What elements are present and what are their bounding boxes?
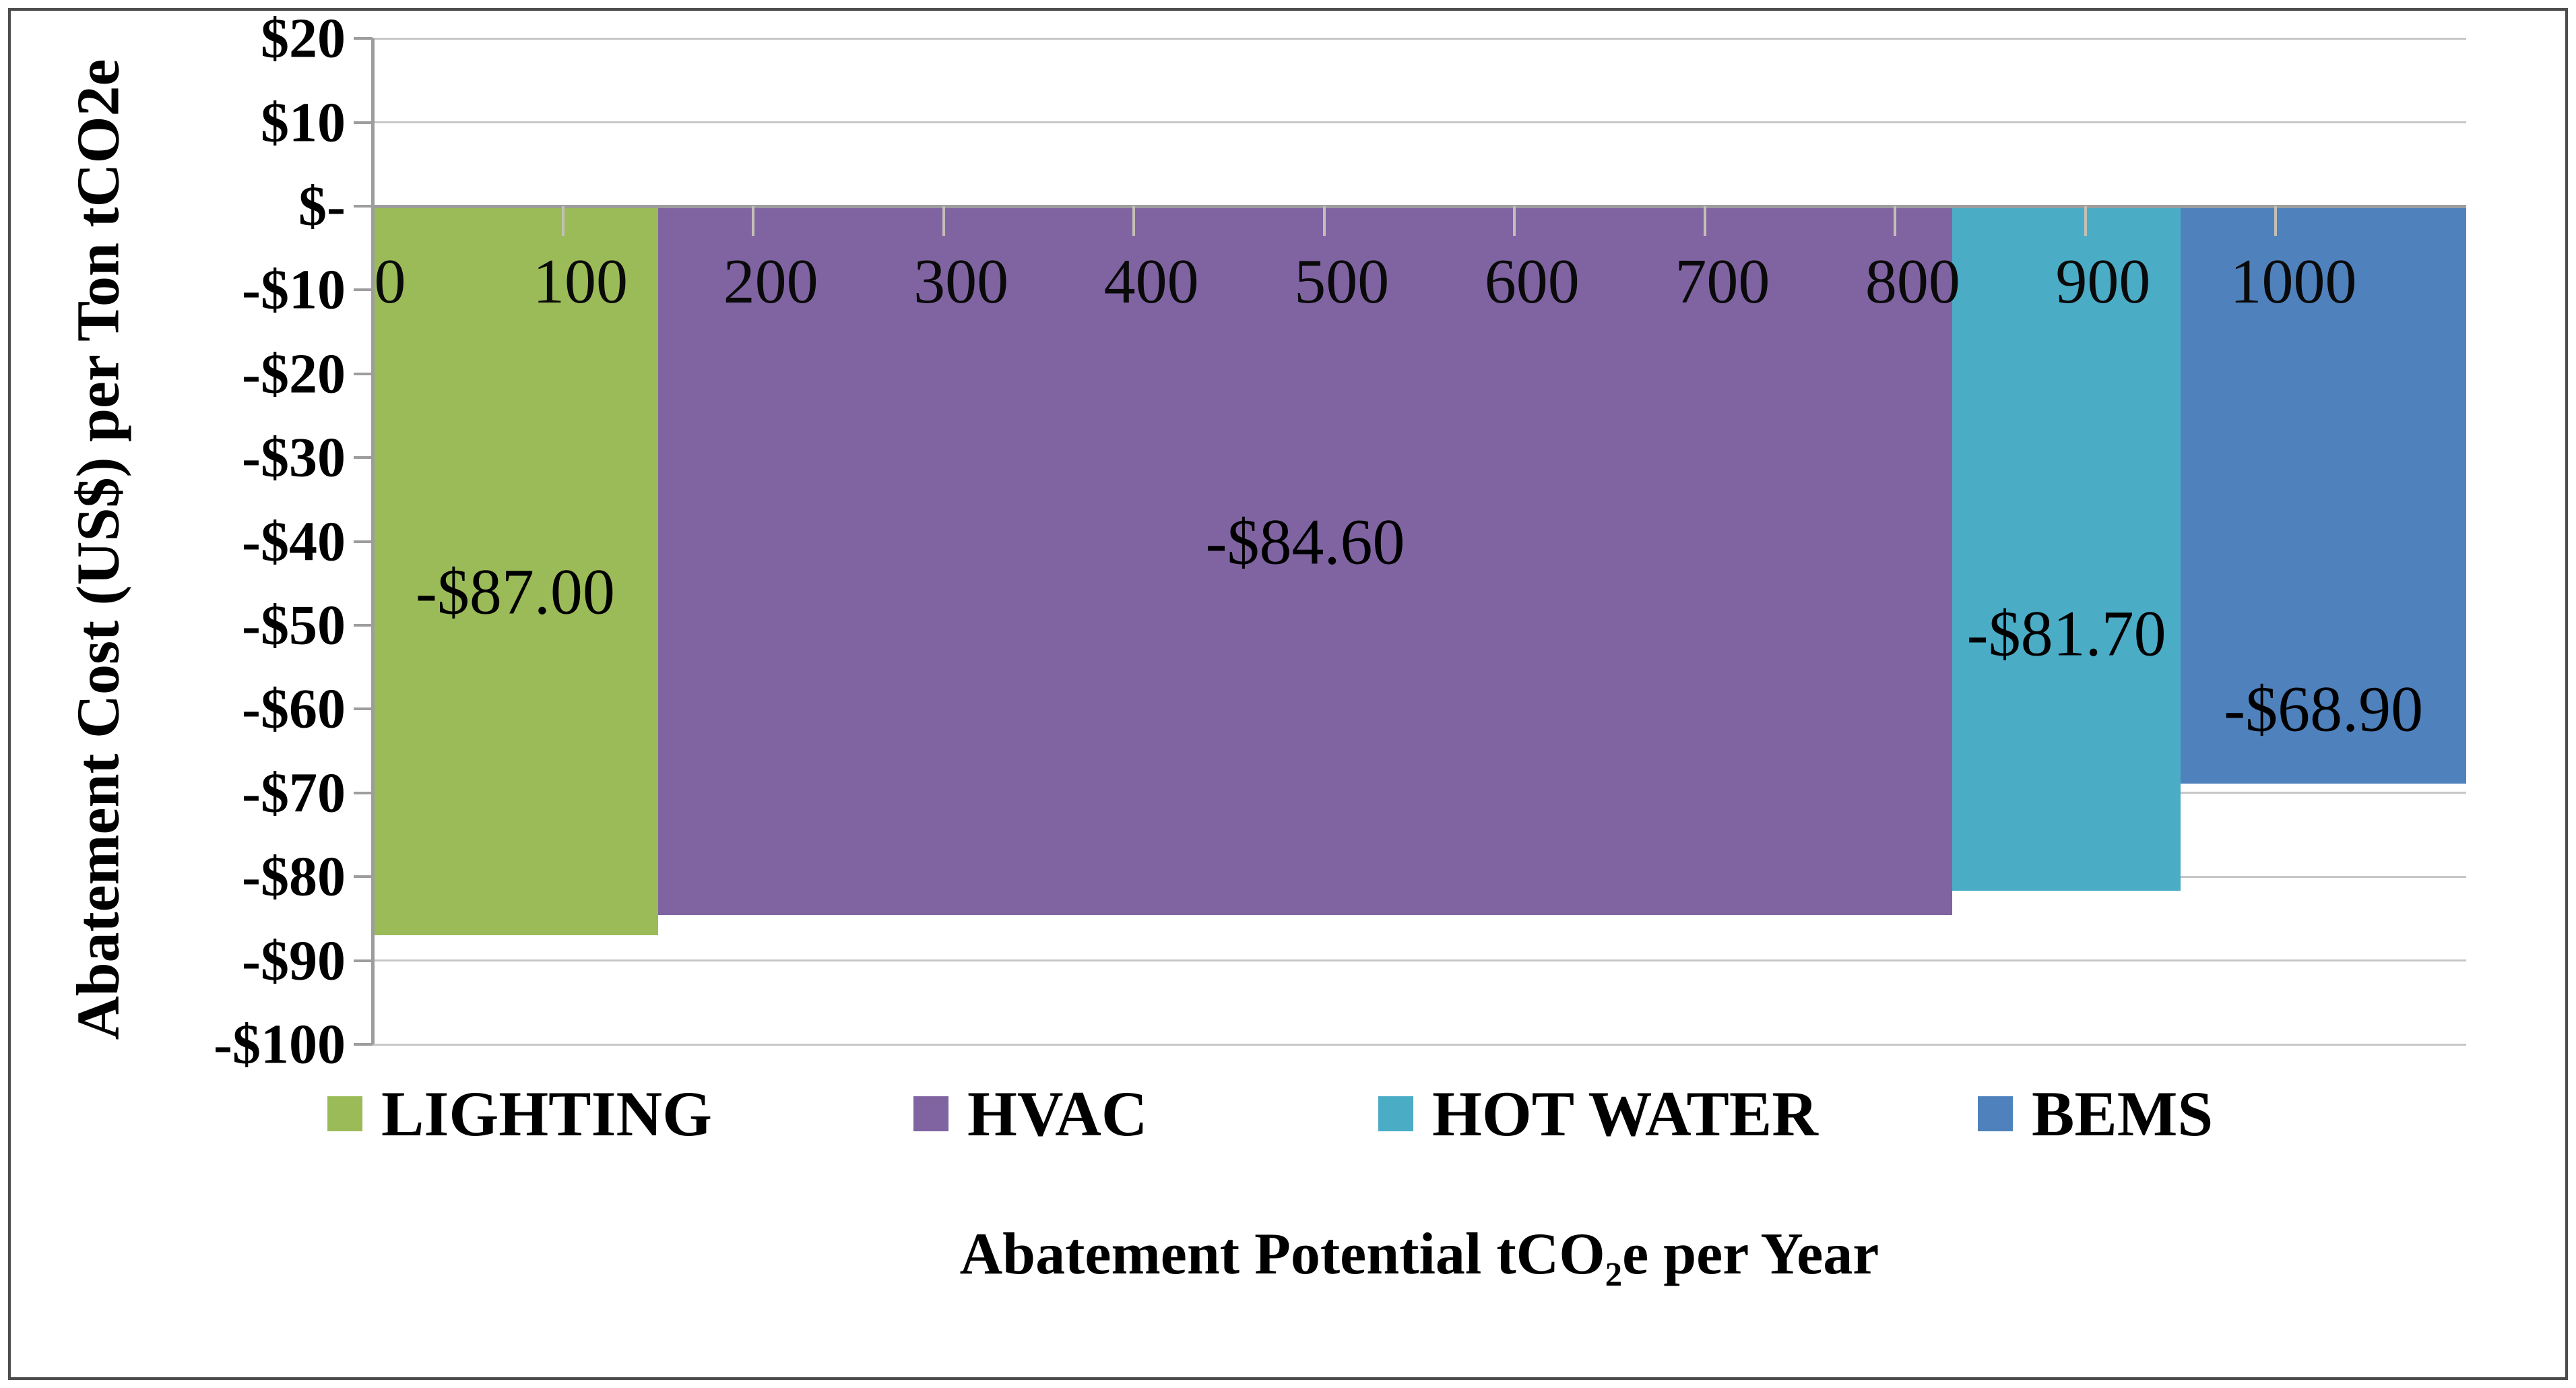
x-axis-tick-600 [1513,206,1516,236]
y-axis-tick--70 [354,791,373,794]
legend-item-hot-water[interactable]: HOT WATER [1378,1077,1818,1151]
y-axis-title: Abatement Cost (US$) per Ton tCO2e [65,59,132,1040]
y-axis-tick--50 [354,624,373,627]
y-axis-tick--10 [354,288,373,292]
x-axis-zero-line [373,204,2466,208]
x-tick-label-500: 500 [1294,247,1390,317]
bar-bems[interactable] [2181,206,2466,784]
bar-lighting[interactable] [373,206,658,936]
y-tick-label--70: -$70 [242,761,346,825]
gridline-y-20 [373,37,2466,40]
legend-label-hot-water: HOT WATER [1432,1078,1818,1149]
x-axis-tick-800 [1894,206,1897,236]
gridline-y--90 [373,959,2466,962]
y-axis-line [371,38,375,1044]
y-tick-label--50: -$50 [242,594,346,657]
x-axis-tick-200 [752,206,755,236]
data-label-lighting: -$87.00 [415,555,615,628]
y-axis-tick--20 [354,372,373,375]
y-axis-tick--90 [354,959,373,962]
x-tick-label-300: 300 [913,247,1009,317]
x-axis-title-sub: 2 [1605,1256,1623,1294]
x-tick-label-1000: 1000 [2230,247,2357,317]
y-axis-title-wrap: Abatement Cost (US$) per Ton tCO2e [38,46,159,1052]
x-axis-tick-100 [561,206,565,236]
x-axis-tick-500 [1322,206,1326,236]
legend-label-lighting: LIGHTING [381,1078,712,1149]
chart-frame: Abatement Cost (US$) per Ton tCO2e Abate… [8,7,2568,1380]
legend-item-bems[interactable]: BEMS [1978,1077,2213,1151]
x-axis-title-pre: Abatement Potential tCO [959,1222,1605,1287]
y-tick-label--90: -$90 [242,929,346,992]
y-axis-tick--60 [354,707,373,711]
y-axis-tick-10 [354,121,373,124]
x-axis-title-post: e per Year [1622,1222,1879,1287]
x-tick-label-900: 900 [2055,247,2151,317]
y-tick-label-10: $10 [261,91,346,154]
y-tick-label--40: -$40 [242,510,346,573]
x-axis-tick-700 [1703,206,1706,236]
bar-hot-water[interactable] [1952,206,2181,891]
y-tick-label--60: -$60 [242,677,346,740]
x-axis-title: Abatement Potential tCO2e per Year [373,1220,2466,1292]
y-tick-label-0: $- [298,175,346,238]
x-tick-label-200: 200 [723,247,818,317]
x-tick-label-100: 100 [533,247,629,317]
x-tick-label-0: 0 [374,247,406,317]
x-axis-tick-300 [942,206,945,236]
legend-swatch-lighting-icon [327,1096,362,1131]
legend-swatch-hot-water-icon [1378,1096,1413,1131]
y-tick-label--30: -$30 [242,426,346,489]
legend-swatch-bems-icon [1978,1096,2013,1131]
x-tick-label-700: 700 [1675,247,1770,317]
x-tick-label-800: 800 [1865,247,1960,317]
x-axis-tick-400 [1132,206,1136,236]
y-axis-tick-20 [354,37,373,40]
y-axis-tick-0 [354,205,373,208]
legend-swatch-hvac-icon [913,1096,948,1131]
x-tick-label-600: 600 [1484,247,1580,317]
y-axis-tick--80 [354,875,373,879]
legend-label-hvac: HVAC [967,1078,1148,1149]
y-tick-label--80: -$80 [242,845,346,908]
x-tick-label-400: 400 [1103,247,1199,317]
x-axis-tick-1000 [2274,206,2278,236]
y-tick-label--100: -$100 [214,1013,346,1076]
x-axis-tick-900 [2084,206,2087,236]
y-axis-tick--40 [354,540,373,543]
y-tick-label--20: -$20 [242,342,346,406]
legend-item-lighting[interactable]: LIGHTING [327,1077,712,1151]
y-tick-label--10: -$10 [242,258,346,321]
y-axis-tick--30 [354,456,373,460]
data-label-hvac: -$84.60 [1205,505,1405,578]
bar-hvac[interactable] [657,206,1953,916]
y-tick-label-20: $20 [261,7,346,70]
legend-label-bems: BEMS [2032,1078,2214,1149]
gridline-y--100 [373,1043,2466,1046]
legend-item-hvac[interactable]: HVAC [913,1077,1147,1151]
data-label-bems: -$68.90 [2224,672,2424,745]
data-label-hot-water: -$81.70 [1966,597,2166,670]
gridline-y-10 [373,121,2466,124]
y-axis-tick--100 [354,1043,373,1046]
